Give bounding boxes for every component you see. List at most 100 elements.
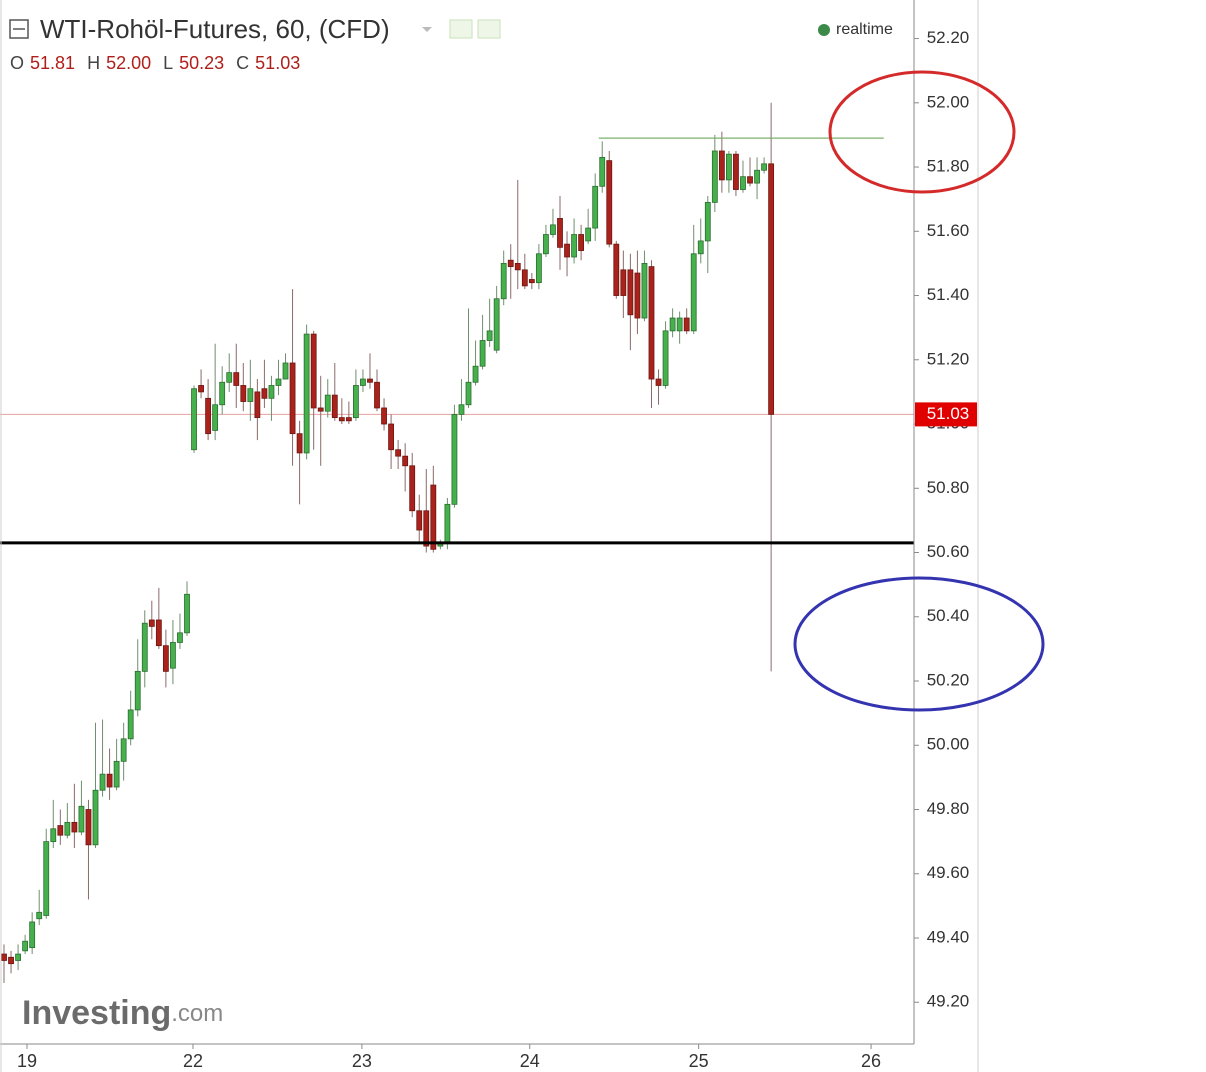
ohlc-key: O bbox=[10, 53, 24, 73]
candle-body bbox=[8, 956, 14, 965]
y-tick-label: 50.60 bbox=[927, 542, 970, 561]
ohlc-value: 50.23 bbox=[179, 53, 224, 73]
candle-body bbox=[451, 413, 458, 505]
candle-body bbox=[177, 632, 183, 643]
candle-body bbox=[507, 259, 514, 268]
candle-body bbox=[768, 163, 775, 415]
ohlc-value: 52.00 bbox=[106, 53, 151, 73]
candle-body bbox=[85, 809, 92, 846]
x-tick-label: 22 bbox=[183, 1051, 203, 1071]
y-tick-label: 50.20 bbox=[927, 670, 970, 689]
chart-title: WTI-Rohöl-Futures, 60, (CFD) bbox=[40, 14, 390, 44]
ohlc-legend: O 51.81 H 52.00 L 50.23 C 51.03 bbox=[10, 53, 300, 73]
candle-body bbox=[254, 391, 261, 419]
x-tick-label: 19 bbox=[17, 1051, 37, 1071]
candle-body bbox=[184, 593, 190, 634]
x-tick-label: 24 bbox=[520, 1051, 540, 1071]
candle-body bbox=[1, 953, 7, 961]
candle-body bbox=[472, 365, 479, 383]
candle-body bbox=[564, 243, 570, 258]
candle-body bbox=[458, 404, 465, 415]
candle-body bbox=[360, 378, 366, 386]
candle-body bbox=[353, 385, 359, 419]
candle-body bbox=[57, 825, 64, 836]
candle-body bbox=[134, 670, 141, 711]
candle-body bbox=[303, 333, 310, 454]
y-tick-label: 49.20 bbox=[927, 992, 970, 1011]
candle-body bbox=[578, 234, 585, 251]
last-price-label: 51.03 bbox=[927, 404, 970, 423]
candle-body bbox=[170, 642, 176, 669]
candle-body bbox=[120, 738, 127, 762]
candle-body bbox=[521, 269, 528, 287]
y-tick-label: 51.20 bbox=[927, 349, 970, 368]
y-tick-label: 49.60 bbox=[927, 863, 970, 882]
candle-body bbox=[162, 645, 169, 672]
candle-body bbox=[627, 269, 634, 316]
candle-body bbox=[740, 176, 746, 190]
candle-body bbox=[205, 397, 212, 435]
candle-body bbox=[127, 709, 134, 740]
last-price-tag bbox=[915, 402, 977, 427]
plot bbox=[0, 102, 914, 983]
candle-body bbox=[148, 619, 155, 627]
candle-body bbox=[697, 240, 704, 255]
highlight-circle bbox=[793, 576, 1045, 712]
y-tick-label: 50.80 bbox=[927, 478, 970, 497]
ohlc-key: C bbox=[236, 53, 249, 73]
candle-body bbox=[388, 423, 394, 451]
candle-body bbox=[219, 381, 226, 406]
candle-body bbox=[155, 619, 162, 647]
candle-body bbox=[99, 773, 106, 791]
x-tick-label: 23 bbox=[352, 1051, 372, 1071]
candle-body bbox=[64, 821, 71, 836]
y-tick-label: 49.80 bbox=[927, 799, 970, 818]
highlight-circle bbox=[828, 70, 1016, 194]
x-tick-label: 25 bbox=[689, 1051, 709, 1071]
candle-body bbox=[78, 805, 85, 833]
candle-body bbox=[282, 362, 289, 380]
candle-body bbox=[754, 169, 760, 184]
toolbar-icon[interactable] bbox=[449, 19, 473, 39]
candle-body bbox=[528, 279, 535, 284]
candle-body bbox=[690, 253, 697, 332]
candle-body bbox=[92, 789, 99, 846]
candle-body bbox=[247, 388, 254, 402]
status-dot bbox=[818, 24, 830, 36]
candle-body bbox=[493, 298, 500, 351]
candle-body bbox=[535, 253, 542, 284]
watermark: Investing.com bbox=[22, 994, 223, 1032]
candle-body bbox=[268, 385, 275, 399]
candle-body bbox=[761, 163, 767, 171]
watermark-brand: Investing bbox=[22, 994, 171, 1032]
candle-body bbox=[718, 150, 725, 181]
watermark-suffix: .com bbox=[171, 1000, 223, 1027]
y-tick-label: 50.40 bbox=[927, 606, 970, 625]
candle-body bbox=[367, 378, 373, 383]
collapse-icon[interactable] bbox=[9, 19, 29, 39]
ohlc-value: 51.03 bbox=[255, 53, 300, 73]
toolbar-icon[interactable] bbox=[477, 19, 501, 39]
candle-body bbox=[669, 317, 676, 332]
ohlc-key: H bbox=[87, 53, 100, 73]
candle-body bbox=[514, 263, 521, 271]
x-tick-label: 26 bbox=[861, 1051, 881, 1071]
dropdown-arrow[interactable] bbox=[422, 27, 432, 32]
y-tick-label: 52.20 bbox=[927, 28, 970, 47]
y-tick-label: 49.40 bbox=[927, 927, 970, 946]
candle-body bbox=[704, 201, 711, 242]
candle-body bbox=[711, 150, 718, 203]
candle-body bbox=[43, 841, 50, 916]
y-tick-label: 51.80 bbox=[927, 157, 970, 176]
candle-body bbox=[275, 378, 282, 386]
status-label: realtime bbox=[836, 21, 893, 38]
candle-body bbox=[50, 828, 57, 843]
candle-body bbox=[212, 404, 219, 431]
candle-body bbox=[324, 394, 331, 412]
candle-body bbox=[543, 234, 549, 255]
candle-body bbox=[655, 378, 662, 386]
candle-body bbox=[141, 622, 148, 672]
candle-body bbox=[226, 372, 233, 383]
candle-body bbox=[486, 330, 493, 341]
